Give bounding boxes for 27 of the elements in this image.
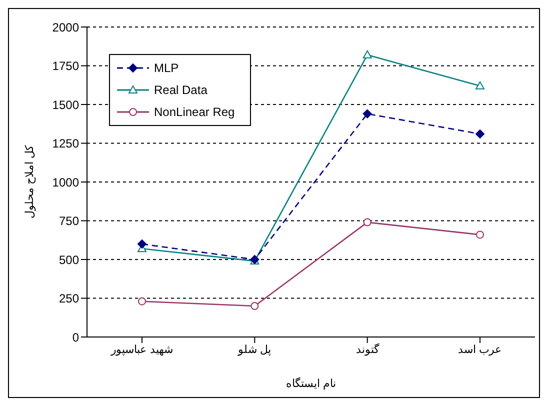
- point: [476, 129, 484, 138]
- y-tick-label: 500: [58, 252, 80, 267]
- point: [362, 109, 372, 118]
- x-tick-label: پل شلو: [237, 344, 272, 356]
- legend-label: Real Data: [154, 83, 208, 97]
- y-tick-label: 250: [58, 292, 80, 306]
- x-tick-label: گتوند: [356, 342, 380, 356]
- y-tick-label: 750: [58, 214, 80, 228]
- point: [362, 50, 372, 58]
- point: [250, 302, 259, 310]
- x-tick-label: عرب اسد: [458, 344, 502, 356]
- y-axis-title: کل املاح محلول: [24, 144, 36, 219]
- y-tick-label: 1500: [52, 98, 80, 112]
- y-tick-label: 2000: [52, 20, 80, 34]
- point: [476, 81, 484, 90]
- x-axis-title: نام ایستگاه: [286, 377, 336, 390]
- point: [138, 297, 146, 306]
- y-tick-label: 1250: [52, 136, 80, 151]
- y-tick-label: 1000: [52, 175, 80, 190]
- point: [363, 218, 372, 226]
- x-tick-label: شهید عباسپور: [110, 344, 174, 356]
- point: [138, 240, 146, 248]
- y-tick-label: 1750: [52, 59, 80, 74]
- point: [476, 230, 484, 239]
- y-tick-label: 0: [72, 330, 80, 344]
- legend-label: NonLinear Reg: [154, 105, 235, 119]
- legend-label: MLP: [154, 61, 179, 75]
